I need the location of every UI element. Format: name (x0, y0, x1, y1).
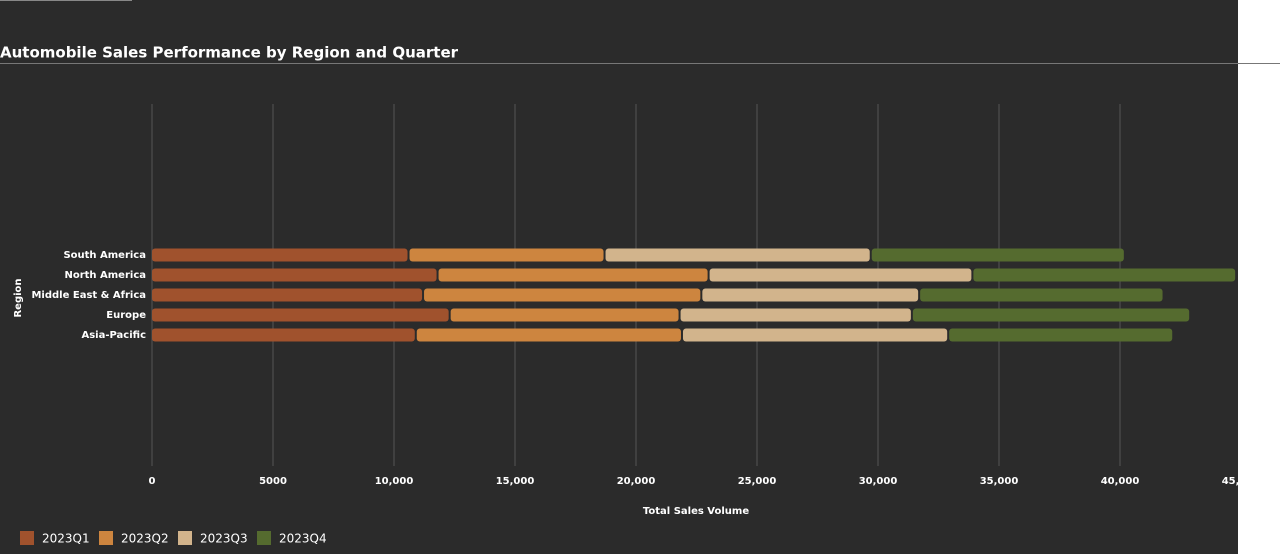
bar-segment (438, 268, 708, 282)
bar-segment (682, 328, 948, 342)
x-tick-label: 30,000 (859, 476, 898, 487)
x-tick-label: 5000 (259, 476, 287, 487)
legend-label: 2023Q3 (200, 532, 248, 546)
bar-segment (152, 248, 408, 262)
legend-label: 2023Q2 (121, 532, 169, 546)
x-tick-label: 0 (149, 476, 156, 487)
x-tick-label: 40,000 (1101, 476, 1140, 487)
bar-segment (424, 288, 701, 302)
legend-label: 2023Q1 (42, 532, 90, 546)
bar-segment (949, 328, 1173, 342)
x-tick-label: 45,000 (1222, 476, 1261, 487)
plot: 0 5000 10,000 15,000 20,000 25,000 30,000 35,00… (31, 104, 1261, 487)
bar-segment (920, 288, 1163, 302)
legend-swatch (178, 531, 192, 545)
bar-segment (152, 328, 415, 342)
x-tick-label: 20,000 (617, 476, 656, 487)
x-tick-label: 10,000 (375, 476, 414, 487)
x-axis-label: Total Sales Volume (643, 506, 749, 517)
bar-segment (152, 308, 449, 322)
bar-segment (409, 248, 604, 262)
chart-title: Automobile Sales Performance by Region a… (0, 44, 459, 62)
y-tick-label: South America (63, 250, 146, 261)
bar-segment (702, 288, 919, 302)
bar-segment (605, 248, 870, 262)
x-tick-label: 25,000 (738, 476, 777, 487)
x-tick-label: 15,000 (496, 476, 535, 487)
bar-segment (152, 288, 423, 302)
y-tick-label: Middle East & Africa (31, 290, 146, 301)
bar-segment (871, 248, 1124, 262)
bar-segment (912, 308, 1190, 322)
bar-segment (416, 328, 681, 342)
legend-swatch (257, 531, 271, 545)
y-tick-label: Asia-Pacific (81, 330, 146, 341)
x-tick-label: 35,000 (980, 476, 1019, 487)
bar-segment (152, 268, 437, 282)
legend-label: 2023Q4 (279, 532, 327, 546)
bar-segment (709, 268, 972, 282)
bar-segment (450, 308, 679, 322)
legend-swatch (99, 531, 113, 545)
bar-segment (973, 268, 1236, 282)
legend-swatch (20, 531, 34, 545)
y-tick-label: North America (64, 270, 146, 281)
bar-segment (680, 308, 911, 322)
y-axis-label: Region (13, 278, 24, 317)
y-tick-label: Europe (106, 310, 146, 321)
